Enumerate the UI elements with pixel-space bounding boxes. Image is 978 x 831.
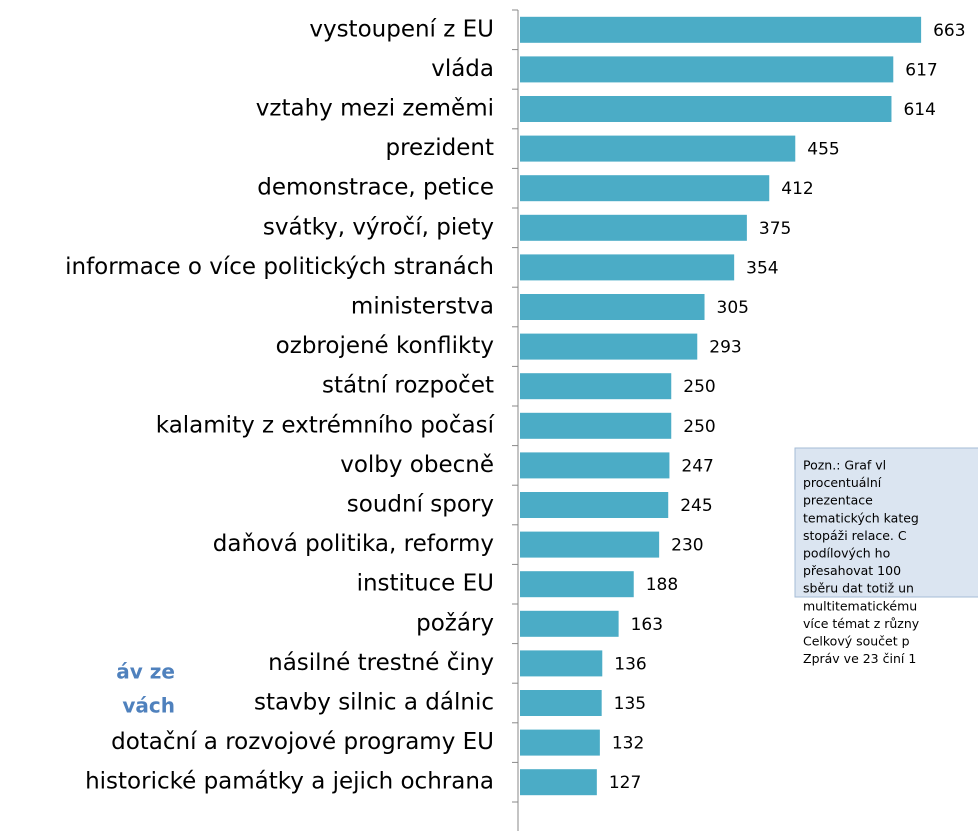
bar	[520, 135, 796, 162]
category-label: vláda	[431, 56, 494, 82]
value-label: 663	[933, 21, 965, 41]
value-label: 132	[612, 734, 644, 754]
value-label: 163	[631, 615, 663, 635]
bar	[520, 16, 922, 43]
value-label: 305	[717, 298, 749, 318]
category-label: požáry	[416, 610, 494, 636]
category-label: volby obecně	[340, 452, 494, 478]
note-line: prezentace	[803, 493, 873, 508]
note-line: sběru dat totiž un	[803, 581, 914, 596]
bar	[520, 373, 672, 400]
category-label: informace o více politických stranách	[65, 254, 494, 280]
note-line: přesahovat 100	[803, 563, 901, 578]
category-label: stavby silnic a dálnic	[254, 690, 494, 716]
bar	[520, 571, 634, 598]
bar	[520, 531, 660, 558]
value-label: 245	[680, 496, 712, 516]
note-line: podílových ho	[803, 546, 890, 561]
category-label: prezident	[385, 135, 494, 161]
value-label: 230	[671, 536, 703, 556]
note-line: multitematickému	[803, 598, 917, 613]
category-label: daňová politika, reformy	[213, 531, 494, 557]
category-label: historické památky a jejich ochrana	[85, 769, 494, 795]
bar	[520, 610, 619, 637]
bar	[520, 412, 672, 439]
bar	[520, 175, 770, 202]
value-label: 136	[614, 654, 646, 674]
category-label: soudní spory	[347, 492, 494, 518]
value-label: 412	[781, 179, 813, 199]
note-line: Zpráv ve 23 činí 1	[803, 651, 916, 666]
value-label: 293	[709, 338, 741, 358]
value-label: 354	[746, 258, 778, 278]
bar	[520, 769, 597, 796]
bar	[520, 56, 894, 83]
note-line: Celkový součet p	[803, 634, 910, 649]
value-label: 135	[614, 694, 646, 714]
note-line: Pozn.: Graf vl	[803, 458, 886, 473]
category-label: instituce EU	[357, 571, 494, 597]
value-label: 247	[681, 456, 713, 476]
side-title: vách	[122, 694, 175, 718]
category-label: ministerstva	[351, 294, 494, 320]
bar	[520, 492, 669, 518]
category-label: státní rozpočet	[322, 373, 494, 399]
value-label: 250	[683, 417, 715, 437]
category-label: demonstrace, petice	[257, 175, 494, 201]
bar	[520, 96, 892, 122]
value-label: 188	[646, 575, 678, 595]
category-label: dotační a rozvojové programy EU	[111, 729, 494, 755]
bar	[520, 333, 698, 360]
bar	[520, 690, 602, 716]
bar	[520, 729, 600, 756]
bar	[520, 294, 705, 320]
bar	[520, 254, 735, 281]
bar	[520, 214, 747, 241]
category-label: ozbrojené konflikty	[276, 333, 494, 359]
category-label: vztahy mezi zeměmi	[256, 96, 494, 122]
note-line: stopáži relace. C	[803, 528, 907, 543]
category-label: kalamity z extrémního počasí	[156, 412, 495, 438]
value-label: 617	[905, 60, 937, 80]
value-label: 455	[807, 140, 839, 160]
note-box	[794, 447, 978, 598]
note-line: více témat z různy	[803, 616, 920, 631]
value-label: 250	[683, 377, 715, 397]
value-label: 614	[903, 100, 935, 120]
category-label: násilné trestné činy	[268, 650, 494, 676]
note-line: tematických kateg	[803, 510, 919, 525]
note-line: procentuální	[803, 475, 882, 490]
bar	[520, 452, 670, 479]
category-label: svátky, výročí, piety	[263, 214, 494, 240]
value-label: 375	[759, 219, 791, 239]
category-label: vystoupení z EU	[309, 16, 494, 42]
value-label: 127	[609, 773, 641, 793]
bar	[520, 650, 603, 677]
side-title: áv ze	[116, 660, 175, 684]
